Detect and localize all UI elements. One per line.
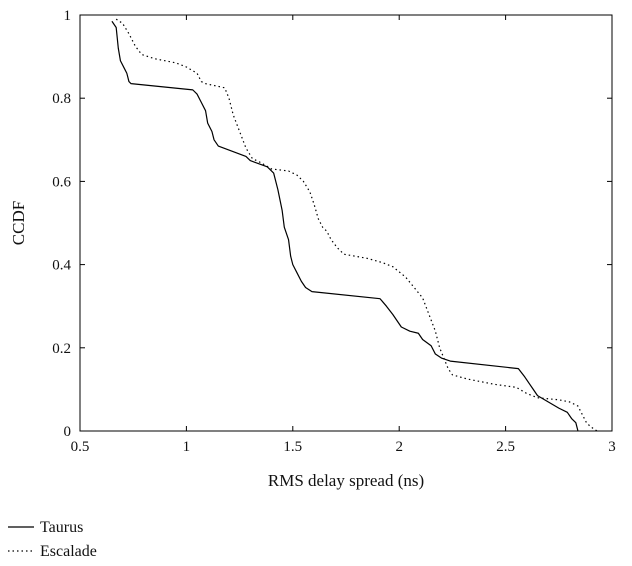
- series-layer: [111, 18, 598, 432]
- x-tick-label: 1: [183, 439, 191, 455]
- y-tick-label: 0.8: [52, 91, 71, 107]
- y-tick-label: 0.6: [52, 174, 71, 190]
- x-axis-label: RMS delay spread (ns): [268, 471, 424, 490]
- legend-label-escalade: Escalade: [40, 543, 97, 560]
- series-line-escalade: [115, 18, 598, 432]
- x-tick-label: 2.5: [496, 439, 515, 455]
- y-tick-label: 0: [64, 424, 72, 440]
- legend: Taurus Escalade: [8, 519, 97, 560]
- y-axis-label: CCDF: [9, 201, 28, 245]
- y-tick-label: 0.2: [52, 341, 71, 357]
- x-tick-label: 1.5: [283, 439, 302, 455]
- plot-area-frame: [79, 14, 613, 432]
- y-tick-label: 1: [64, 8, 72, 24]
- legend-label-taurus: Taurus: [40, 519, 83, 536]
- series-line-taurus: [111, 20, 579, 432]
- axis-ticks: 0.5 1 1.5 2 2.5 3 0 0.2 0.4 0.6 0.8 1: [52, 8, 616, 455]
- y-tick-label: 0.4: [52, 258, 71, 274]
- x-tick-label: 0.5: [71, 439, 90, 455]
- x-tick-label: 2: [395, 439, 403, 455]
- x-tick-label: 3: [608, 439, 616, 455]
